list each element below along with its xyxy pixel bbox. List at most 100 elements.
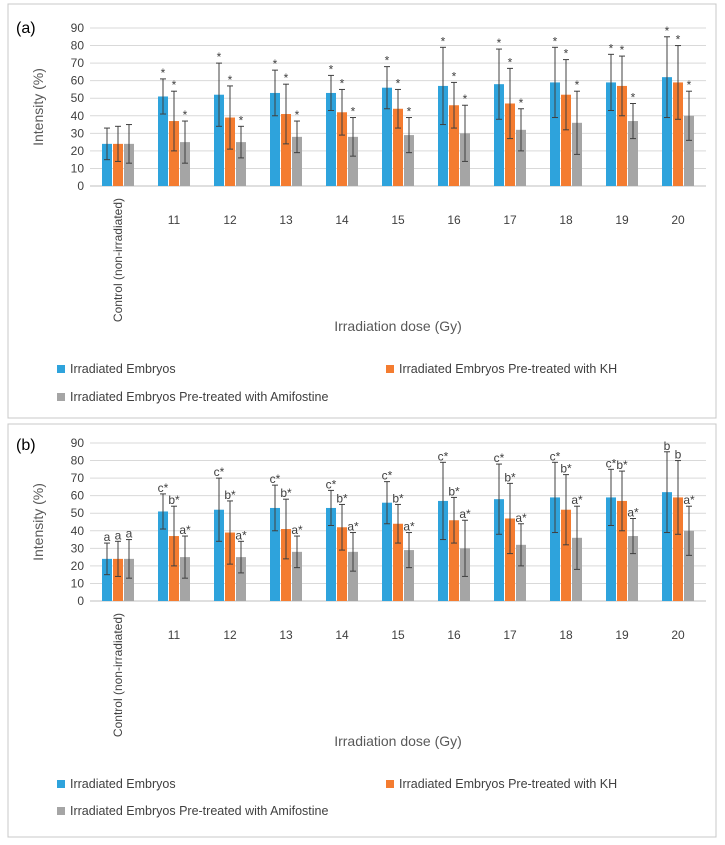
bar bbox=[270, 507, 280, 601]
bar bbox=[516, 129, 526, 186]
bar bbox=[550, 497, 560, 601]
significance-label: * bbox=[273, 57, 278, 71]
significance-label: * bbox=[217, 50, 222, 64]
bar bbox=[348, 136, 358, 186]
bar bbox=[606, 82, 616, 186]
significance-label: a* bbox=[515, 511, 527, 525]
significance-label: c* bbox=[326, 477, 337, 491]
x-tick-label: 14 bbox=[335, 628, 349, 642]
legend-swatch bbox=[57, 365, 65, 373]
x-tick-label: 18 bbox=[559, 628, 573, 642]
x-tick-label: 11 bbox=[168, 213, 181, 227]
significance-label: * bbox=[385, 54, 390, 68]
significance-label: * bbox=[508, 55, 513, 69]
bar bbox=[662, 492, 672, 601]
x-tick-label: 12 bbox=[223, 213, 237, 227]
significance-label: * bbox=[620, 43, 625, 57]
bar bbox=[337, 112, 347, 186]
significance-label: * bbox=[239, 113, 244, 127]
y-tick-label: 60 bbox=[71, 74, 85, 88]
legend-swatch bbox=[386, 780, 394, 788]
bar bbox=[617, 85, 627, 186]
y-tick-label: 20 bbox=[71, 144, 85, 158]
x-tick-label: 17 bbox=[503, 213, 517, 227]
y-tick-label: 0 bbox=[77, 179, 84, 193]
significance-label: b* bbox=[280, 486, 292, 500]
bar bbox=[393, 108, 403, 186]
bar bbox=[449, 105, 459, 186]
x-tick-label: 16 bbox=[447, 628, 461, 642]
significance-label: c* bbox=[606, 456, 617, 470]
bar bbox=[158, 511, 168, 601]
significance-label: * bbox=[441, 34, 446, 48]
bar bbox=[169, 536, 179, 601]
legend-entry: Irradiated Embryos bbox=[70, 777, 176, 791]
significance-label: * bbox=[161, 66, 166, 80]
y-tick-label: 90 bbox=[71, 436, 85, 450]
panel-frame bbox=[7, 423, 717, 838]
bar bbox=[561, 94, 571, 186]
y-axis-title: Intensity (%) bbox=[30, 483, 46, 561]
bar bbox=[124, 558, 134, 601]
bar bbox=[505, 103, 515, 186]
y-tick-label: 40 bbox=[71, 524, 85, 538]
legend-swatch bbox=[386, 365, 394, 373]
significance-label: b* bbox=[392, 491, 404, 505]
significance-label: b* bbox=[336, 491, 348, 505]
bar bbox=[673, 82, 683, 186]
significance-label: * bbox=[687, 78, 692, 92]
significance-label: * bbox=[295, 108, 300, 122]
significance-label: a* bbox=[235, 528, 247, 542]
bar bbox=[225, 117, 235, 186]
bar bbox=[292, 136, 302, 186]
x-tick-label: Control (non-irradiated) bbox=[111, 198, 125, 322]
legend-swatch bbox=[57, 393, 65, 401]
bar bbox=[281, 529, 291, 601]
bar bbox=[337, 527, 347, 601]
significance-label: * bbox=[553, 34, 558, 48]
significance-label: a* bbox=[571, 493, 583, 507]
panel-label: (b) bbox=[16, 437, 36, 454]
bar bbox=[281, 114, 291, 186]
significance-label: a* bbox=[403, 520, 415, 534]
significance-label: * bbox=[396, 76, 401, 90]
panel-label: (a) bbox=[16, 20, 36, 37]
significance-label: c* bbox=[494, 451, 505, 465]
significance-label: b bbox=[675, 448, 682, 462]
y-tick-label: 70 bbox=[71, 471, 85, 485]
x-tick-label: 13 bbox=[279, 628, 293, 642]
bar bbox=[124, 143, 134, 186]
bar bbox=[180, 557, 190, 601]
y-tick-label: 10 bbox=[71, 161, 85, 175]
significance-label: a bbox=[126, 527, 133, 541]
significance-label: a* bbox=[347, 520, 359, 534]
legend-swatch bbox=[57, 807, 65, 815]
bar bbox=[684, 530, 694, 601]
significance-label: * bbox=[351, 105, 356, 119]
bar bbox=[449, 520, 459, 601]
significance-label: b* bbox=[448, 484, 460, 498]
significance-label: a bbox=[104, 530, 111, 544]
bar bbox=[382, 87, 392, 186]
bar bbox=[348, 551, 358, 601]
bar bbox=[516, 544, 526, 601]
significance-label: * bbox=[631, 90, 636, 104]
x-axis-title: Irradiation dose (Gy) bbox=[334, 733, 462, 749]
significance-label: * bbox=[463, 92, 468, 106]
bar bbox=[494, 84, 504, 186]
y-tick-label: 60 bbox=[71, 489, 85, 503]
bar bbox=[326, 507, 336, 601]
significance-label: * bbox=[575, 78, 580, 92]
bar bbox=[494, 499, 504, 601]
y-tick-label: 50 bbox=[71, 506, 85, 520]
significance-label: a bbox=[115, 528, 122, 542]
significance-label: * bbox=[452, 69, 457, 83]
y-tick-label: 90 bbox=[71, 21, 85, 35]
bar bbox=[438, 500, 448, 601]
bar bbox=[662, 77, 672, 186]
x-tick-label: 15 bbox=[391, 213, 405, 227]
y-tick-label: 20 bbox=[71, 559, 85, 573]
legend-entry: Irradiated Embryos Pre-treated with Amif… bbox=[70, 390, 328, 404]
significance-label: c* bbox=[438, 449, 449, 463]
